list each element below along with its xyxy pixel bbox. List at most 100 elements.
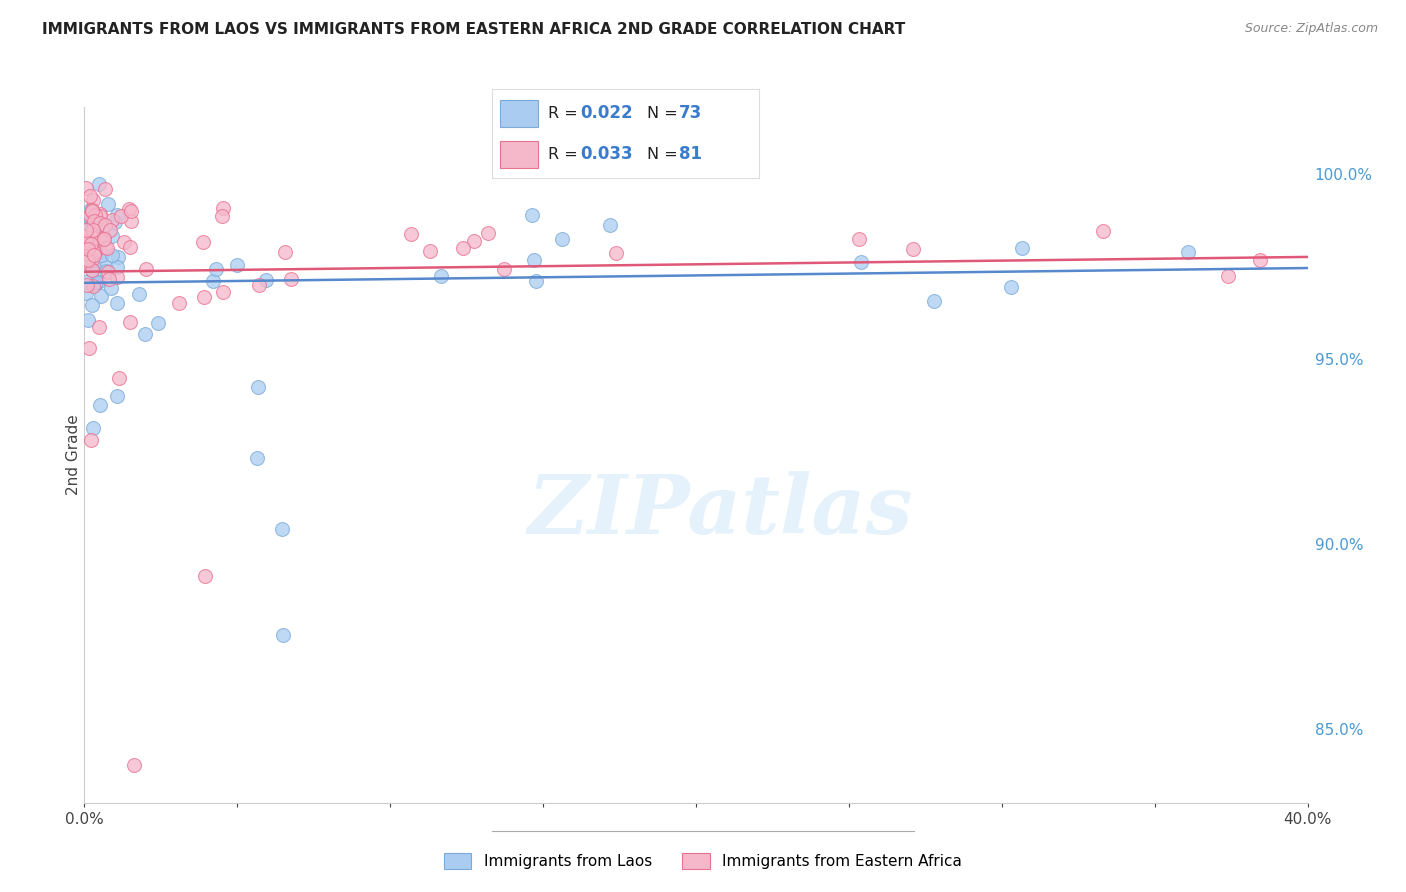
Point xyxy=(86,239,108,253)
Point xyxy=(202,274,225,288)
Point xyxy=(79,202,101,217)
Point xyxy=(79,226,101,240)
Point xyxy=(75,286,97,301)
Point xyxy=(97,196,120,211)
Point xyxy=(79,234,101,248)
Y-axis label: 2nd Grade: 2nd Grade xyxy=(66,415,80,495)
Bar xyxy=(501,141,537,168)
Point xyxy=(80,297,103,311)
Point xyxy=(84,277,107,292)
Point xyxy=(75,181,97,195)
Point xyxy=(98,272,121,286)
Point xyxy=(80,252,103,267)
Point xyxy=(90,288,112,302)
Point xyxy=(246,451,269,466)
Point xyxy=(492,262,515,277)
Point xyxy=(84,216,107,230)
Point xyxy=(82,263,104,277)
Point xyxy=(82,421,104,435)
Point xyxy=(82,223,104,237)
Point xyxy=(193,235,215,249)
Text: N =: N = xyxy=(647,147,683,161)
Point xyxy=(247,379,270,393)
Point xyxy=(79,189,101,203)
Point xyxy=(93,231,115,245)
Point xyxy=(76,278,98,293)
Point xyxy=(77,210,100,224)
Point xyxy=(112,235,135,249)
Point xyxy=(211,201,233,215)
Point xyxy=(105,389,128,403)
Point xyxy=(87,276,110,290)
Point xyxy=(79,247,101,261)
Point xyxy=(82,193,104,207)
Point xyxy=(128,287,150,301)
Point xyxy=(75,275,97,289)
Point xyxy=(118,202,141,216)
Point xyxy=(75,235,97,249)
Point xyxy=(73,230,96,244)
Point xyxy=(135,261,157,276)
Point xyxy=(120,240,142,254)
Point xyxy=(105,295,128,310)
Point xyxy=(82,244,104,258)
Point xyxy=(82,213,104,227)
Point xyxy=(922,294,945,309)
Point xyxy=(273,628,295,642)
Point xyxy=(399,227,422,242)
Point xyxy=(83,260,105,275)
Point xyxy=(105,208,128,222)
Point xyxy=(120,204,142,219)
Point xyxy=(120,213,142,227)
Point xyxy=(87,177,110,191)
Point xyxy=(80,236,103,251)
Point xyxy=(107,260,129,274)
Point xyxy=(98,223,121,237)
Point xyxy=(87,319,110,334)
Point xyxy=(134,326,156,341)
Point xyxy=(76,210,98,224)
Point xyxy=(89,210,111,224)
Text: 81: 81 xyxy=(679,145,702,163)
Point xyxy=(1177,245,1199,260)
Point xyxy=(80,242,103,256)
Point xyxy=(79,208,101,222)
Point xyxy=(101,248,124,262)
Point xyxy=(94,263,117,277)
Point xyxy=(273,244,295,259)
Point xyxy=(80,203,103,218)
Point xyxy=(599,219,621,233)
Text: IMMIGRANTS FROM LAOS VS IMMIGRANTS FROM EASTERN AFRICA 2ND GRADE CORRELATION CHA: IMMIGRANTS FROM LAOS VS IMMIGRANTS FROM … xyxy=(42,22,905,37)
Point xyxy=(204,262,226,277)
Point xyxy=(82,238,104,252)
Point xyxy=(73,229,96,244)
Point xyxy=(77,313,100,327)
Point xyxy=(122,757,145,772)
Text: N =: N = xyxy=(647,106,683,120)
Point xyxy=(76,218,98,232)
Text: 73: 73 xyxy=(679,104,703,122)
Point xyxy=(94,260,117,274)
Point xyxy=(520,209,543,223)
Point xyxy=(82,231,104,245)
Point xyxy=(77,206,100,220)
Point xyxy=(89,216,111,230)
Point xyxy=(101,229,124,244)
Point xyxy=(463,235,485,249)
Point xyxy=(523,252,546,267)
Point xyxy=(80,202,103,217)
Point xyxy=(90,245,112,260)
Point xyxy=(97,265,120,279)
Point xyxy=(76,229,98,244)
Bar xyxy=(501,100,537,127)
Legend: Immigrants from Laos, Immigrants from Eastern Africa: Immigrants from Laos, Immigrants from Ea… xyxy=(437,847,969,875)
Point xyxy=(451,241,474,255)
Point xyxy=(1249,253,1271,268)
Point xyxy=(551,232,574,246)
Point xyxy=(110,210,132,224)
Point xyxy=(77,252,100,267)
Point xyxy=(80,207,103,221)
Point xyxy=(84,244,107,259)
Point xyxy=(86,239,108,253)
Point xyxy=(1216,268,1239,283)
